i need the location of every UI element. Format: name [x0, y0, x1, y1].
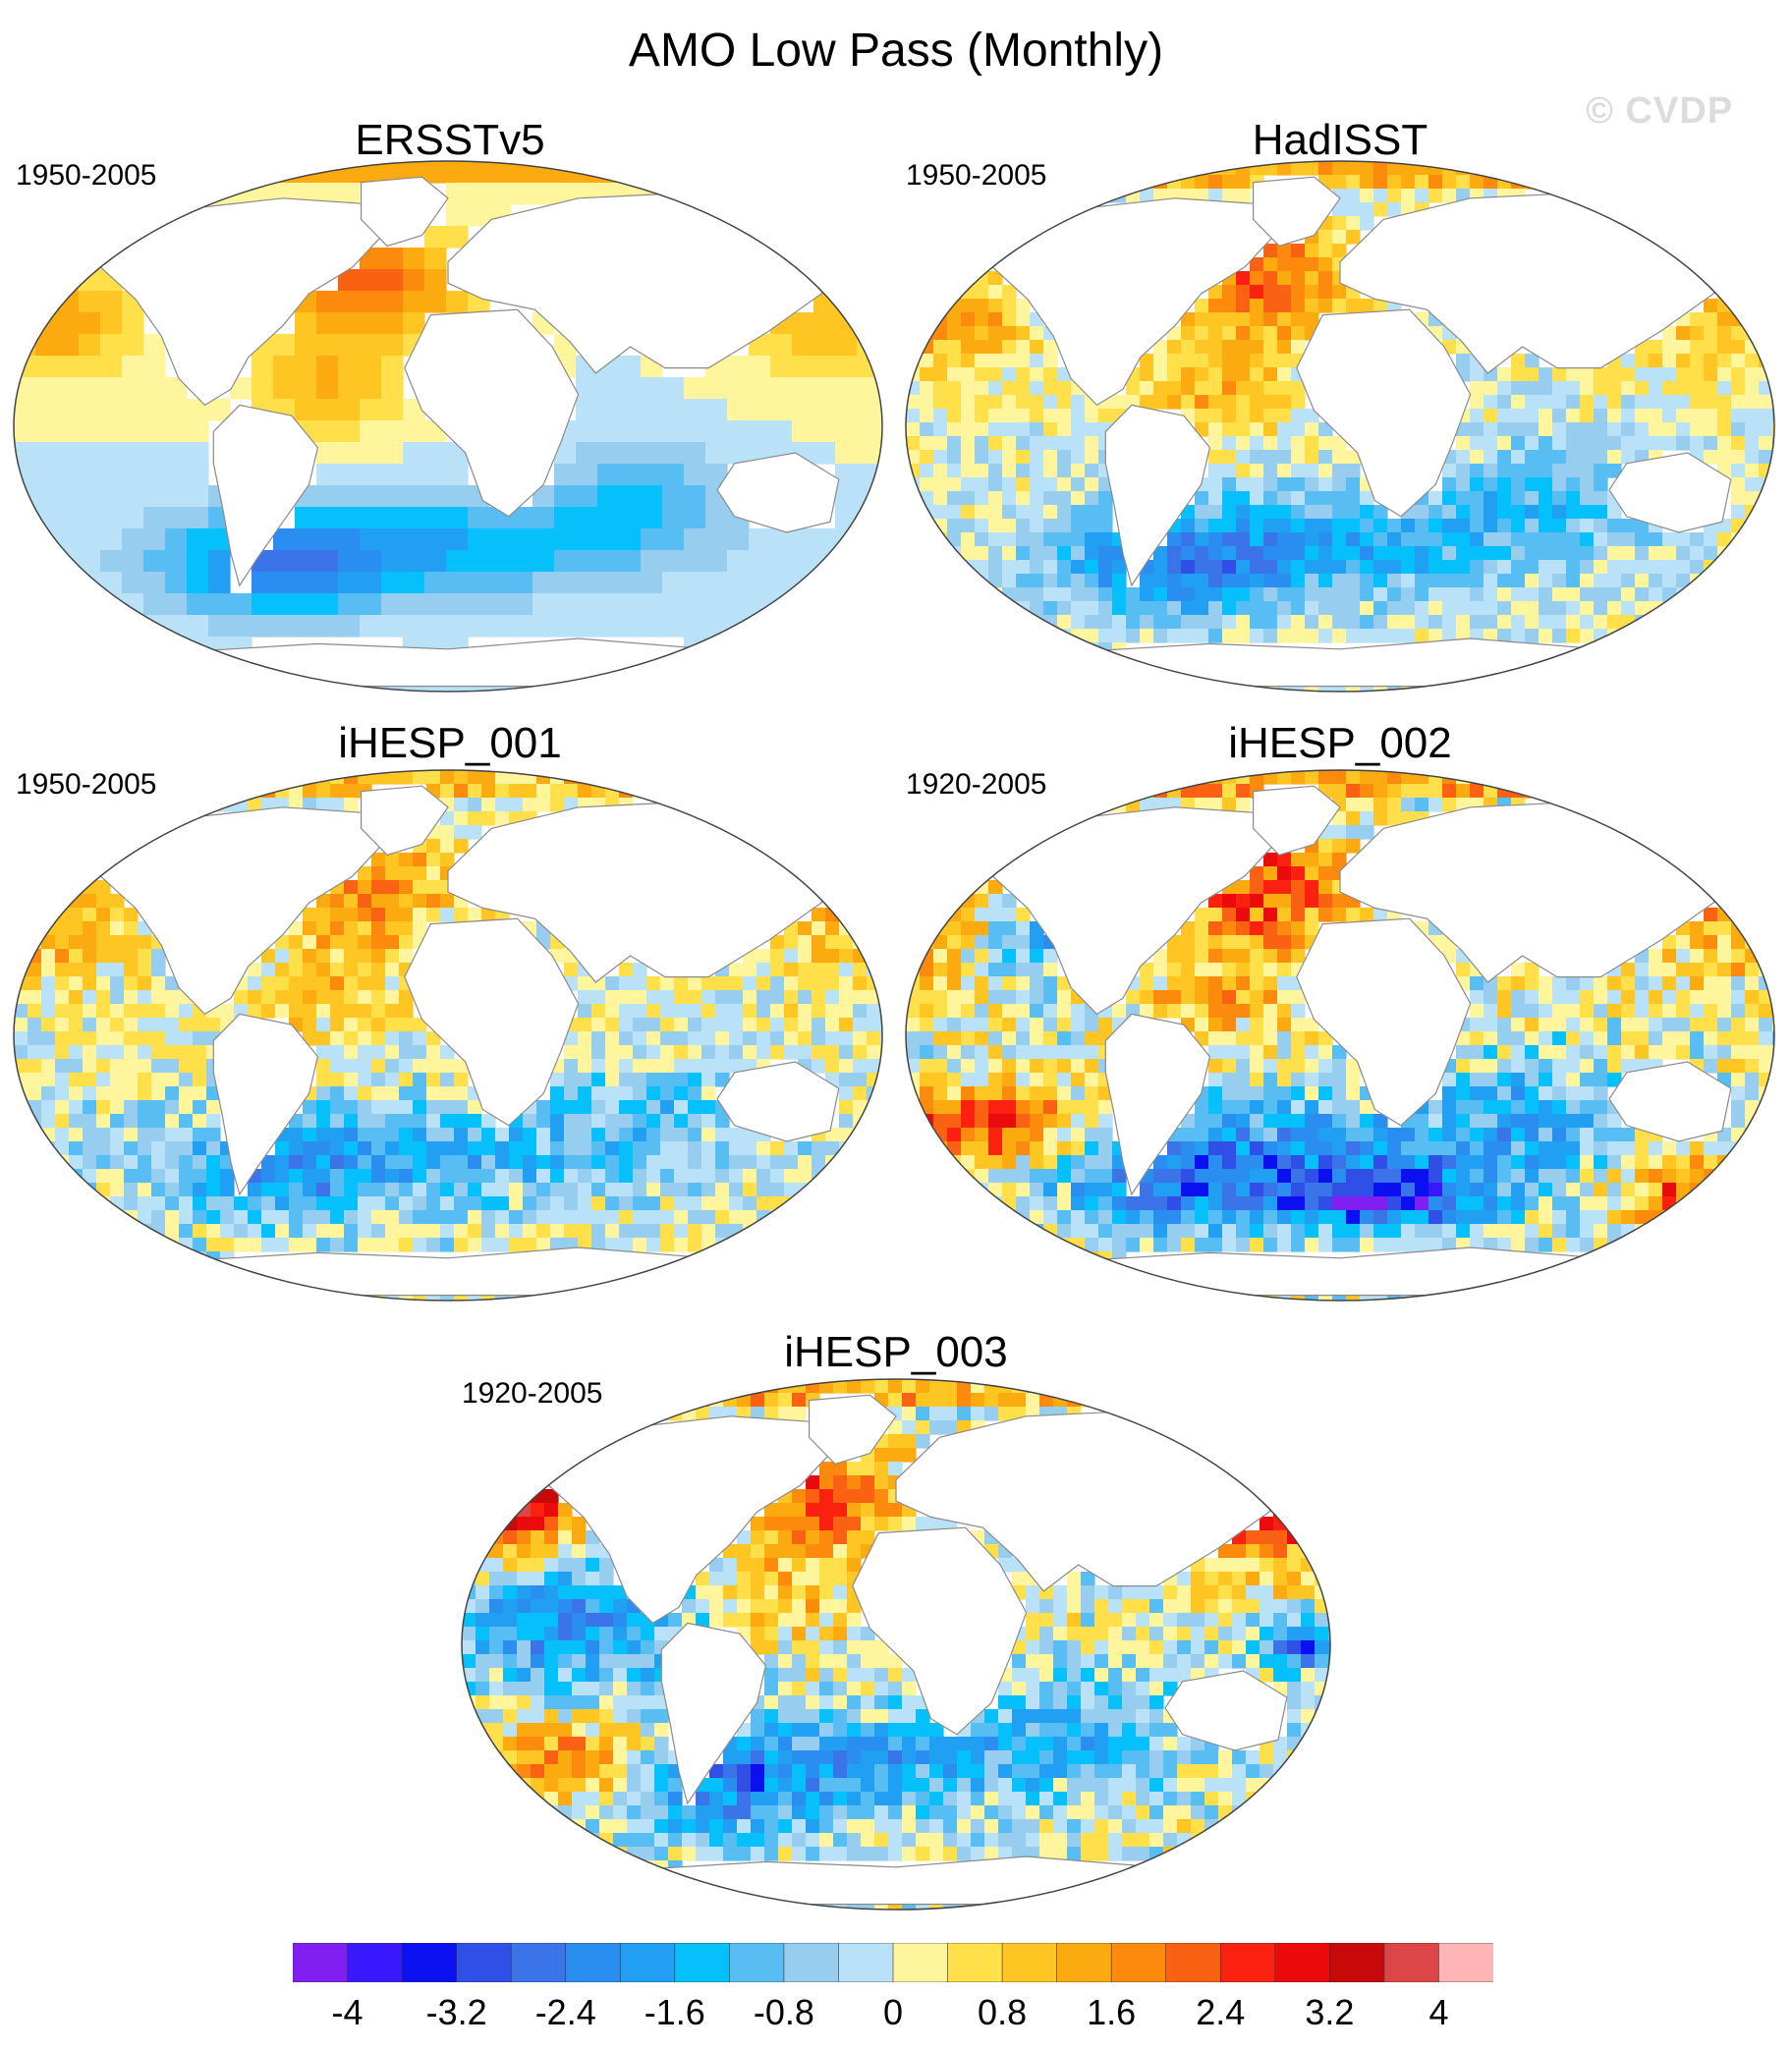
continent-south-america	[1104, 1013, 1211, 1196]
colorbar-swatch	[947, 1943, 1003, 1982]
panel-years: 1950-2005	[906, 159, 1047, 192]
colorbar-tick-label: -2.4	[534, 1992, 596, 2032]
continent-australia	[716, 452, 840, 533]
colorbar-swatch	[1110, 1943, 1167, 1982]
sst-anomaly-map	[13, 769, 883, 1302]
continent-north-america	[991, 806, 1280, 1016]
map-border	[13, 769, 883, 1302]
map-border	[905, 769, 1775, 1302]
colorbar-swatch	[510, 1943, 567, 1982]
colorbar-tick-label: 3.2	[1305, 1992, 1355, 2032]
colorbar-swatch	[1001, 1943, 1058, 1982]
sst-anomaly-map	[461, 1378, 1331, 1911]
continent-australia	[716, 1061, 840, 1142]
continent-north-america	[991, 197, 1280, 407]
continent-south-america	[660, 1622, 767, 1805]
panel-title: iHESP_002	[1228, 719, 1452, 767]
page-title: AMO Low Pass (Monthly)	[628, 25, 1164, 77]
colorbar-swatch	[565, 1943, 622, 1982]
colorbar-swatch	[729, 1943, 785, 1982]
colorbar-swatch	[456, 1943, 512, 1982]
colorbar-swatch	[1219, 1943, 1276, 1982]
continent-australia	[1608, 452, 1732, 533]
sst-field	[14, 161, 882, 692]
continent-eurasia	[1339, 192, 1732, 374]
colorbar-swatch	[892, 1943, 949, 1982]
panel-years: 1920-2005	[462, 1377, 603, 1410]
continent-greenland	[361, 176, 449, 248]
colorbar	[293, 1943, 1493, 1982]
panel-title: ERSSTv5	[355, 116, 545, 164]
colorbar-labels: -4 -3.2 -2.4 -1.6 -0.8 0 0.8 1.6 2.4 3.2 4	[293, 1992, 1493, 2036]
colorbar-tick-label: -4	[331, 1992, 364, 2032]
continent-north-america	[547, 1415, 836, 1625]
colorbar-swatch	[783, 1943, 840, 1982]
colorbar-tick-label: 4	[1428, 1992, 1449, 2032]
continent-africa	[404, 917, 580, 1127]
colorbar-swatch	[293, 1943, 349, 1982]
colorbar-tick-label: 2.4	[1196, 1992, 1246, 2032]
panel-title: iHESP_001	[338, 719, 562, 767]
continent-south-america	[1104, 404, 1211, 587]
map-border	[461, 1378, 1331, 1911]
continent-africa	[1296, 308, 1472, 518]
continent-greenland	[809, 1394, 897, 1466]
continent-africa	[1296, 917, 1472, 1127]
panel-years: 1950-2005	[16, 159, 157, 192]
colorbar-swatch	[1274, 1943, 1331, 1982]
continent-greenland	[1253, 176, 1341, 248]
map-border	[905, 160, 1775, 693]
continent-australia	[1608, 1061, 1732, 1142]
continent-greenland	[1253, 785, 1341, 857]
colorbar-swatch	[1329, 1943, 1385, 1982]
colorbar-tick-label: -0.8	[753, 1992, 814, 2032]
colorbar-swatch	[1438, 1943, 1493, 1982]
colorbar-swatch	[347, 1943, 403, 1982]
continent-eurasia	[447, 192, 840, 374]
colorbar-swatch	[1383, 1943, 1440, 1982]
panel-years: 1950-2005	[16, 768, 157, 801]
colorbar-swatch	[1056, 1943, 1112, 1982]
continent-greenland	[361, 785, 449, 857]
colorbar-swatch	[401, 1943, 458, 1982]
panel-title: HadISST	[1252, 116, 1428, 164]
continent-eurasia	[447, 801, 840, 983]
colorbar-tick-label: 1.6	[1087, 1992, 1137, 2032]
continent-africa	[404, 308, 580, 518]
colorbar-swatch	[838, 1943, 894, 1982]
sst-anomaly-map	[905, 160, 1775, 693]
colorbar-swatch	[619, 1943, 676, 1982]
colorbar-tick-label: -1.6	[644, 1992, 705, 2032]
sst-anomaly-map	[905, 769, 1775, 1302]
panel-title: iHESP_003	[784, 1328, 1008, 1376]
continent-north-america	[99, 197, 388, 407]
continent-south-america	[212, 1013, 319, 1196]
continent-eurasia	[895, 1410, 1288, 1592]
continent-africa	[852, 1526, 1028, 1736]
continent-eurasia	[1339, 801, 1732, 983]
sst-anomaly-map	[13, 160, 883, 693]
sst-field	[906, 770, 1774, 1301]
colorbar-swatch	[1165, 1943, 1222, 1982]
continent-south-america	[212, 404, 319, 587]
panel-years: 1920-2005	[906, 768, 1047, 801]
continent-north-america	[99, 806, 388, 1016]
colorbar-tick-label: 0.8	[978, 1992, 1028, 2032]
watermark: © CVDP	[1586, 90, 1734, 132]
colorbar-swatch	[674, 1943, 731, 1982]
colorbar-tick-label: 0	[882, 1992, 904, 2032]
continent-australia	[1164, 1670, 1288, 1751]
map-border	[13, 160, 883, 693]
colorbar-tick-label: -3.2	[425, 1992, 487, 2032]
